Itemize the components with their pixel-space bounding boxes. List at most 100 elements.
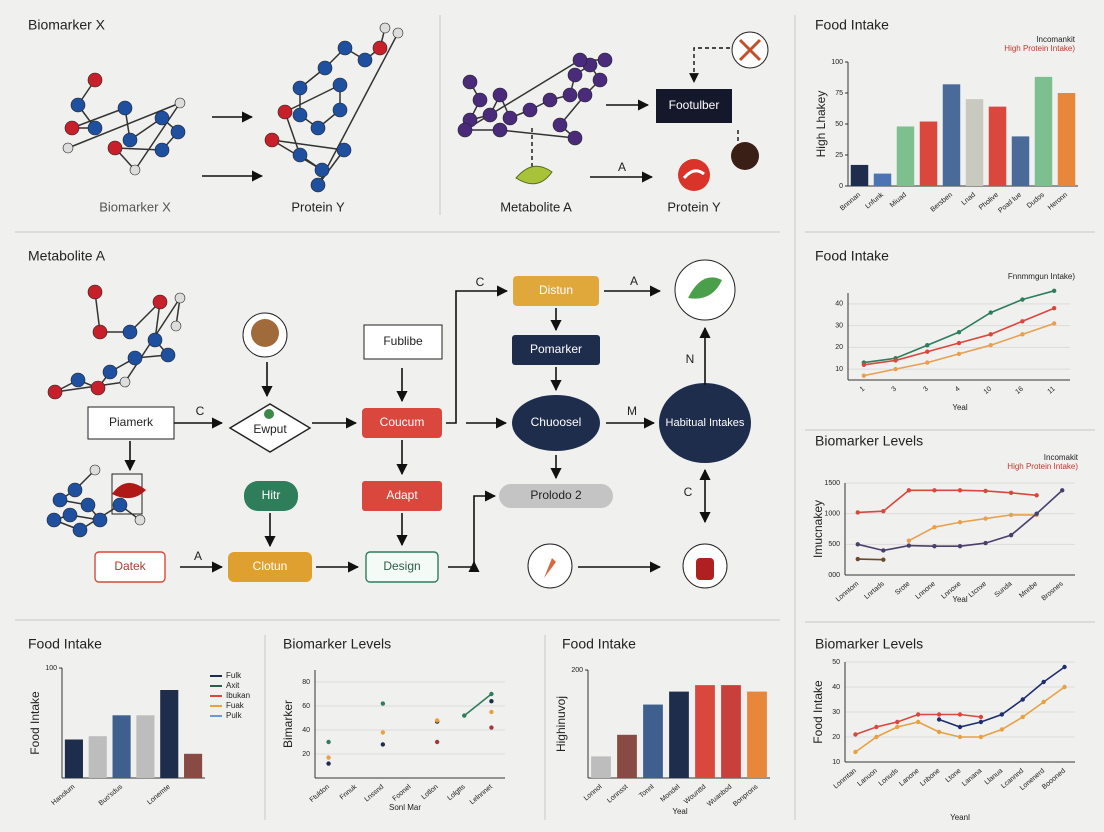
y-tick-label: 75: [835, 90, 843, 97]
atom: [87, 284, 103, 300]
node-label: Design: [383, 559, 420, 573]
atom: [170, 320, 182, 332]
x-tick-label: Lonmtan: [833, 768, 858, 791]
y-tick-label: 000: [828, 572, 840, 579]
x-tick-label: 1: [859, 386, 867, 394]
atom: [92, 324, 108, 340]
icon: [696, 558, 714, 580]
icon: [264, 409, 274, 419]
x-tick-label: Lonnsst: [606, 784, 629, 805]
point: [895, 719, 900, 725]
x-tick-label: Mnnbe: [1018, 581, 1039, 600]
atom: [64, 120, 80, 136]
chart: Biomarker Levels Bimarker Sonl Mar 20 40 60 80…: [281, 636, 505, 812]
point: [906, 538, 912, 543]
atom: [160, 347, 176, 363]
node-diamond: [228, 403, 312, 453]
y-axis-label: High Lhakey: [814, 91, 828, 158]
x-tick-label: 4: [954, 386, 962, 394]
point: [906, 543, 912, 548]
atom: [597, 52, 613, 68]
point: [936, 717, 942, 722]
atom: [379, 22, 391, 34]
bar: [873, 173, 892, 186]
atom: [174, 292, 186, 304]
node-label: Hitr: [262, 488, 281, 502]
atom: [492, 122, 508, 138]
x-tick-label: Boooned: [1041, 768, 1067, 791]
point: [462, 713, 467, 718]
point: [1008, 490, 1014, 496]
atom: [62, 142, 74, 154]
y-tick-label: 40: [302, 727, 310, 734]
bond: [499, 129, 576, 139]
y-tick-label: 25: [835, 152, 843, 159]
y-axis-label: Imucnakey: [811, 500, 825, 558]
node-box: [244, 481, 298, 511]
point: [925, 349, 930, 354]
y-tick-label: 80: [302, 679, 310, 686]
legend-label: High Protein Intake): [1004, 44, 1075, 53]
y-axis-label: Highinuvoj: [554, 696, 568, 752]
atom: [462, 74, 478, 90]
bar: [695, 685, 715, 778]
bar: [747, 691, 767, 778]
point: [999, 712, 1005, 717]
node-box: [499, 484, 613, 508]
node-label: Habitual Intakes: [666, 417, 745, 429]
x-tick-label: Hanolum: [50, 783, 76, 806]
point: [999, 727, 1005, 732]
atom: [502, 110, 518, 126]
point: [983, 488, 988, 494]
legend-label: Pulk: [226, 711, 243, 720]
x-tick-label: Wounttd: [683, 784, 707, 806]
atom: [277, 104, 293, 120]
bar: [136, 715, 155, 778]
molecule-label: Metabolite A: [500, 199, 572, 214]
icon: [112, 482, 146, 499]
atom: [52, 492, 68, 508]
bar: [669, 691, 689, 778]
point: [1051, 288, 1057, 294]
atom: [119, 376, 131, 388]
legend-label: Incomakit: [1044, 453, 1079, 462]
edge-label: A: [630, 274, 638, 288]
y-axis-label: Food Intake: [28, 691, 42, 755]
point: [1034, 493, 1039, 498]
node-label: Clotun: [253, 559, 288, 573]
x-tick-label: Ltone: [945, 768, 963, 785]
atom: [567, 130, 583, 146]
atom: [577, 87, 593, 103]
atom: [317, 60, 333, 76]
chart-title: Food Intake: [815, 248, 889, 264]
node-label: Pomarker: [530, 342, 582, 356]
point: [988, 310, 993, 315]
bar: [1011, 136, 1030, 186]
point: [1051, 321, 1057, 326]
atom: [152, 294, 168, 310]
x-tick-label: Miuad: [889, 192, 908, 210]
x-tick-label: Mondel: [659, 783, 681, 803]
atom: [129, 164, 141, 176]
atom: [67, 482, 83, 498]
atom: [127, 350, 143, 366]
atom: [174, 97, 186, 109]
node-label: Piamerk: [109, 415, 154, 429]
point: [957, 724, 963, 730]
arrow-label: A: [618, 160, 626, 174]
y-tick-label: 30: [835, 322, 843, 329]
arrow: [448, 490, 497, 568]
point: [895, 724, 900, 730]
y-axis-label: Bimarker: [281, 700, 295, 748]
bond: [54, 381, 126, 393]
chart: Food Intake Fnnmmgun Intake) Yeal 10 20 30 40 1…: [815, 248, 1075, 412]
chart-title: Biomarker Levels: [815, 433, 923, 449]
point: [326, 739, 331, 745]
point: [380, 701, 386, 706]
point: [380, 742, 386, 747]
point: [1062, 684, 1067, 690]
bar: [896, 126, 915, 186]
point: [957, 712, 963, 717]
node-circle: [659, 383, 751, 463]
